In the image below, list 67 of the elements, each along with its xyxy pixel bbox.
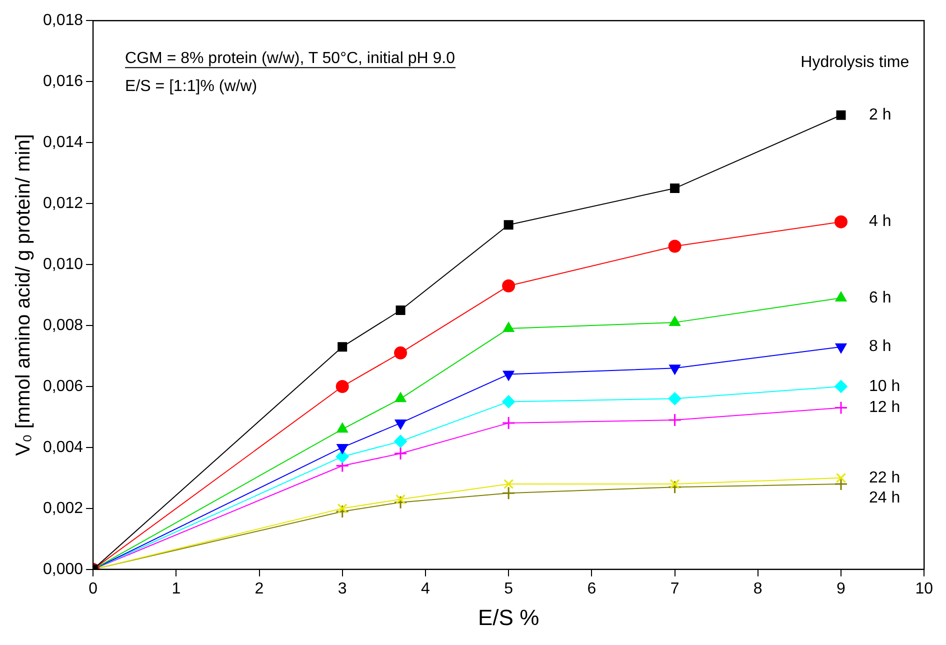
point (668, 240, 682, 253)
x-tick-label: 7 (670, 580, 680, 598)
y-axis-title: V₀ [mmol amino acid/ g protein/ min] (12, 134, 35, 456)
point (668, 392, 682, 406)
legend-title: Hydrolysis time (800, 54, 910, 72)
annotation: CGM = 8% protein (w/w), T 50°C, initial pH 9.0 (125, 50, 456, 68)
point (834, 380, 848, 393)
series-label: 8 h (868, 338, 892, 356)
y-tick-label: 0,012 (42, 194, 84, 212)
point (670, 184, 680, 194)
point (834, 215, 848, 228)
point (337, 503, 348, 514)
y-tick-label: 0,008 (42, 316, 84, 334)
point (336, 380, 349, 393)
point (670, 479, 680, 490)
point (394, 434, 408, 448)
annotation: E/S = [1:1]% (w/w) (125, 78, 258, 96)
point (502, 322, 514, 332)
point (396, 494, 406, 504)
series-label: 12 h (868, 399, 900, 416)
x-tick-label: 9 (836, 580, 846, 598)
series-label: 22 h (868, 469, 900, 486)
point (394, 392, 406, 402)
x-tick-label: 4 (421, 580, 430, 598)
x-tick-label: 0 (88, 580, 98, 598)
point (394, 496, 408, 510)
point (835, 292, 847, 302)
x-tick-label: 3 (338, 580, 347, 598)
y-tick-label: 0,010 (42, 256, 84, 273)
y-tick-label: 0,002 (42, 500, 84, 517)
x-tick-label: 6 (587, 580, 596, 598)
y-tick-label: 0,006 (42, 378, 84, 395)
point (336, 422, 348, 433)
point (502, 395, 516, 408)
series-label: 6 h (868, 289, 892, 306)
x-tick-label: 1 (172, 580, 181, 598)
x-axis-title: E/S % (478, 604, 540, 630)
point (394, 446, 408, 460)
point (502, 416, 516, 430)
point (834, 401, 848, 415)
point (836, 110, 846, 120)
y-tick-label: 0,004 (42, 438, 84, 456)
point (668, 480, 682, 494)
y-tick-label: 0,014 (42, 134, 84, 151)
point (668, 413, 682, 427)
series-label: 2 h (868, 106, 892, 124)
point (836, 472, 846, 483)
y-tick-label: 0,016 (42, 72, 84, 90)
point (336, 504, 350, 518)
series-label: 4 h (868, 213, 892, 230)
point (504, 479, 514, 490)
y-tick-label: 0,000 (42, 560, 84, 578)
point (336, 444, 348, 454)
point (394, 346, 408, 360)
point (338, 342, 348, 352)
x-tick-label: 2 (254, 580, 264, 598)
x-tick-label: 10 (915, 580, 934, 598)
x-tick-label: 8 (753, 580, 762, 598)
x-tick-label: 5 (504, 580, 514, 598)
y-tick-label: 0,018 (42, 12, 84, 30)
point (396, 306, 406, 315)
series-label: 24 h (868, 489, 900, 506)
point (502, 279, 516, 292)
point (502, 486, 516, 500)
series-label: 10 h (868, 378, 900, 395)
point (504, 220, 514, 230)
point (336, 450, 349, 464)
